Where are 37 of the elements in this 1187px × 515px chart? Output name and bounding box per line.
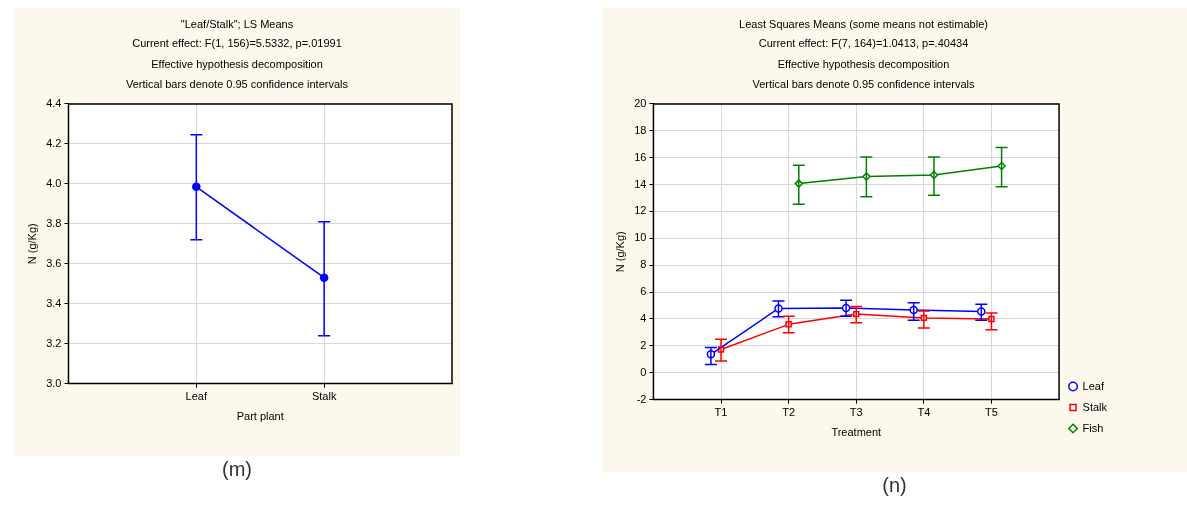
legend-label: Fish <box>1082 421 1104 434</box>
chart-title: "Leaf/Stalk"; LS Means <box>180 17 294 30</box>
y-tick-label: 4 <box>640 311 647 324</box>
y-tick-label: 10 <box>634 231 647 244</box>
y-tick-label: 8 <box>640 258 647 271</box>
y-tick-label: 3.8 <box>46 216 62 229</box>
chart-subtitle: Current effect: F(7, 164)=1.0413, p=.40434 Effective hypothesis decomposition Vertical bars denote 0.95 confidence intervals <box>752 36 975 91</box>
x-tick-label: T5 <box>985 406 998 419</box>
y-tick-label: 6 <box>640 285 647 298</box>
y-tick-label: 14 <box>634 177 647 190</box>
text: (m) <box>221 458 253 481</box>
y-tick-label: 4.0 <box>46 176 62 189</box>
y-tick-label: 20 <box>634 96 647 109</box>
y-tick-label: 4.4 <box>46 96 62 109</box>
y-tick-label: 3.2 <box>46 336 62 349</box>
x-tick-label: T2 <box>782 406 796 419</box>
y-tick-label: 0 <box>640 365 647 378</box>
y-tick-label: 12 <box>634 204 647 217</box>
y-tick-label: 3.6 <box>46 256 62 269</box>
chart-subtitle: Current effect: F(1, 156)=5.5332, p=.01991 Effective hypothesis decomposition Vertical bars denote 0.95 confidence intervals <box>126 36 349 91</box>
y-tick-label: -2 <box>636 392 647 405</box>
y-tick-label: 16 <box>634 150 647 163</box>
y-tick-label: 18 <box>634 123 647 136</box>
y-tick-label: 2 <box>640 338 647 351</box>
y-tick-label: 4.2 <box>46 136 62 149</box>
text: (n) <box>881 474 908 497</box>
y-tick-label: 3.0 <box>46 376 62 389</box>
y-axis-title: N (g/Kg) <box>613 231 626 273</box>
legend-label: Leaf <box>1082 379 1105 392</box>
x-axis-title: Treatment <box>831 426 882 439</box>
chart-title: Least Squares Means (some means not estimable) <box>739 17 988 30</box>
x-tick-label: T4 <box>917 406 931 419</box>
x-tick-label: T3 <box>849 406 863 419</box>
y-tick-label: 3.4 <box>46 296 62 309</box>
x-tick-label: T1 <box>714 406 728 419</box>
y-axis-title: N (g/Kg) <box>25 223 38 265</box>
x-axis-title: Part plant <box>236 410 284 423</box>
